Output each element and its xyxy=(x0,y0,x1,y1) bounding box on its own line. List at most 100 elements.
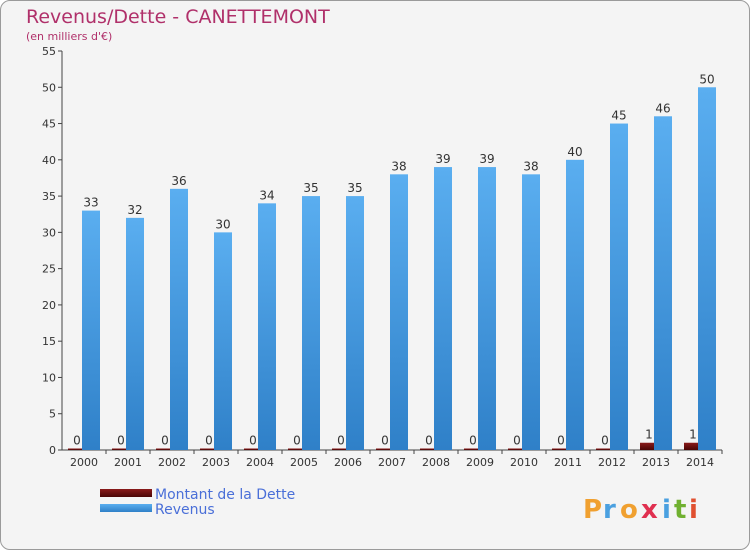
data-label-revenus: 35 xyxy=(303,181,318,195)
legend-swatch-revenus xyxy=(100,504,152,512)
x-tick-label: 2005 xyxy=(290,456,318,469)
bar-revenus xyxy=(654,116,672,451)
bar-revenus xyxy=(434,167,452,450)
bar-dette xyxy=(464,448,482,450)
chart-title: Revenus/Dette - CANETTEMONT xyxy=(26,6,330,28)
x-tick-label: 2014 xyxy=(686,456,714,469)
x-tick-label: 2006 xyxy=(334,456,362,469)
logo-letter: r xyxy=(603,495,616,525)
y-tick-label: 10 xyxy=(42,371,56,384)
x-tick-label: 2008 xyxy=(422,456,450,469)
bar-revenus xyxy=(214,232,232,450)
bar-revenus xyxy=(610,123,628,450)
data-label-revenus: 50 xyxy=(699,72,714,86)
data-label-dette: 0 xyxy=(205,434,213,448)
x-tick-label: 2002 xyxy=(158,456,186,469)
data-label-dette: 0 xyxy=(293,434,301,448)
data-label-dette: 0 xyxy=(381,434,389,448)
data-label-revenus: 45 xyxy=(611,109,626,123)
x-tick-label: 2000 xyxy=(70,456,98,469)
x-tick-label: 2013 xyxy=(642,456,670,469)
data-label-dette: 0 xyxy=(337,434,345,448)
data-label-dette: 0 xyxy=(73,434,81,448)
bar-dette xyxy=(200,448,218,450)
data-label-dette: 0 xyxy=(249,434,257,448)
legend-label-revenus: Revenus xyxy=(155,502,215,518)
y-tick-label: 20 xyxy=(42,299,56,312)
logo-letter: i xyxy=(662,495,671,525)
bar-revenus xyxy=(170,188,188,450)
data-label-dette: 0 xyxy=(469,434,477,448)
y-tick-label: 40 xyxy=(42,154,56,167)
legend: Montant de la Dette Revenus xyxy=(100,487,295,518)
bar-revenus xyxy=(478,167,496,450)
y-tick-label: 55 xyxy=(42,45,56,58)
data-labels: 0 33 0 32 0 36 0 30 0 34 0 35 0 35 0 38 0 39 0 39 0 38 0 40 0 45 1… xyxy=(73,72,714,447)
data-label-dette: 1 xyxy=(689,428,697,442)
data-label-dette: 1 xyxy=(645,428,653,442)
x-tick-label: 2010 xyxy=(510,456,538,469)
bar-revenus xyxy=(82,210,100,450)
y-tick-label: 30 xyxy=(42,226,56,239)
y-tick-label: 25 xyxy=(42,263,56,276)
data-label-revenus: 36 xyxy=(171,174,186,188)
y-tick-label: 0 xyxy=(49,444,56,457)
bar-dette xyxy=(156,448,174,450)
bar-dette xyxy=(640,442,658,450)
bar-dette xyxy=(596,448,614,450)
x-tick-label: 2003 xyxy=(202,456,230,469)
bar-revenus xyxy=(390,174,408,450)
logo-letter: t xyxy=(674,495,686,525)
bar-dette xyxy=(508,448,526,450)
y-tick-label: 45 xyxy=(42,118,56,131)
data-label-dette: 0 xyxy=(513,434,521,448)
data-label-dette: 0 xyxy=(601,434,609,448)
data-label-revenus: 35 xyxy=(347,181,362,195)
y-tick-label: 50 xyxy=(42,81,56,94)
legend-swatch-dette xyxy=(100,489,152,497)
x-tick-label: 2009 xyxy=(466,456,494,469)
bar-revenus xyxy=(522,174,540,450)
data-label-revenus: 39 xyxy=(479,152,494,166)
x-tick-label: 2004 xyxy=(246,456,274,469)
data-label-revenus: 38 xyxy=(391,159,406,173)
bar-revenus xyxy=(346,196,364,450)
data-label-dette: 0 xyxy=(557,434,565,448)
y-tick-label: 5 xyxy=(49,408,56,421)
data-label-dette: 0 xyxy=(425,434,433,448)
data-label-revenus: 40 xyxy=(567,145,582,159)
bar-dette xyxy=(112,448,130,450)
bar-dette xyxy=(244,448,262,450)
bar-dette xyxy=(288,448,306,450)
data-label-revenus: 38 xyxy=(523,159,538,173)
bar-revenus xyxy=(566,159,584,450)
logo-letter: i xyxy=(689,495,698,525)
data-label-revenus: 34 xyxy=(259,188,274,202)
bar-dette xyxy=(552,448,570,450)
bar-dette xyxy=(332,448,350,450)
bar-revenus xyxy=(258,203,276,450)
bar-revenus xyxy=(302,196,320,450)
logo-letter: x xyxy=(641,495,658,525)
data-label-dette: 0 xyxy=(117,434,125,448)
bars xyxy=(68,87,716,451)
x-tick-label: 2007 xyxy=(378,456,406,469)
logo-letter: o xyxy=(620,495,638,525)
bar-revenus xyxy=(126,217,144,450)
data-label-revenus: 39 xyxy=(435,152,450,166)
data-label-revenus: 32 xyxy=(127,203,142,217)
logo-letter: P xyxy=(583,495,602,525)
chart-subtitle: (en milliers d'€) xyxy=(26,30,112,43)
y-tick-label: 35 xyxy=(42,190,56,203)
bar-revenus xyxy=(698,87,716,450)
bar-dette xyxy=(376,448,394,450)
x-tick-label: 2001 xyxy=(114,456,142,469)
data-label-revenus: 33 xyxy=(83,196,98,210)
bar-dette xyxy=(420,448,438,450)
y-tick-label: 15 xyxy=(42,335,56,348)
bar-dette xyxy=(684,442,702,450)
legend-label-dette: Montant de la Dette xyxy=(155,487,295,503)
x-tick-label: 2012 xyxy=(598,456,626,469)
